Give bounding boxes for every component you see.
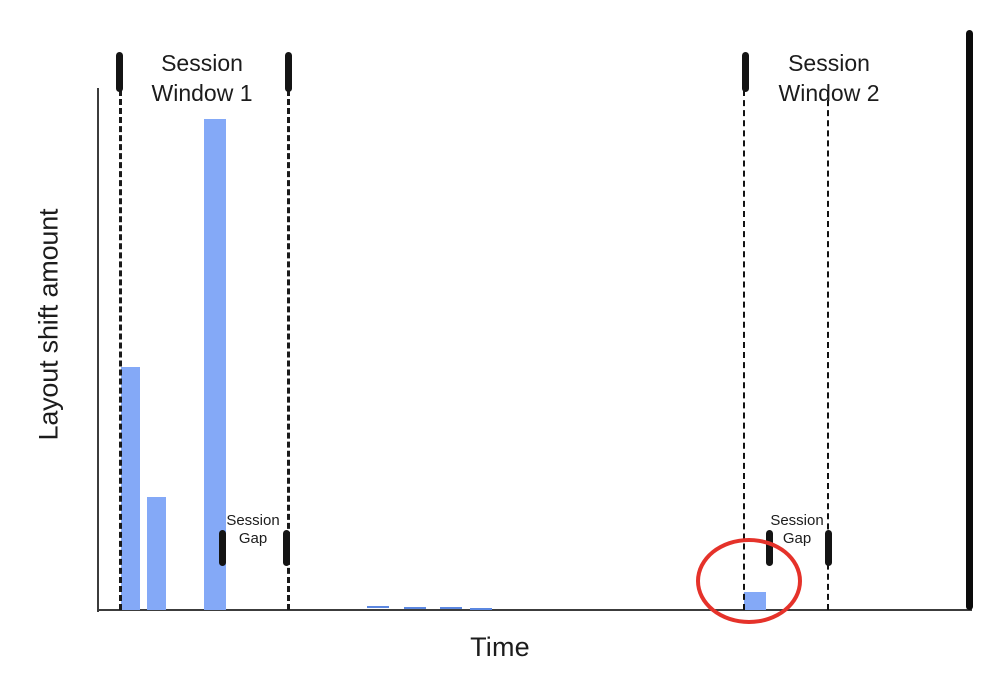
session-gap-1-right-cap xyxy=(283,530,290,566)
session-gap-2-right-cap xyxy=(825,530,832,566)
session-window-1-end-dashed-line xyxy=(287,90,290,610)
x-axis-label: Time xyxy=(470,632,530,662)
bar-t5 xyxy=(404,607,426,609)
x-axis-line xyxy=(97,609,972,611)
session-window-1-end-cap xyxy=(285,52,292,92)
session-window-2-end-dashed-line xyxy=(827,90,829,610)
bar-t7 xyxy=(470,608,492,610)
bar-t6 xyxy=(440,607,462,609)
session-window-1-label: Session Window 1 xyxy=(151,50,253,106)
session-window-2-start-cap xyxy=(742,52,749,92)
session-window-1-start-cap xyxy=(116,52,123,92)
session-window-1-start-dashed-line xyxy=(119,90,122,610)
session-gap-2-label: Session Gap xyxy=(770,512,824,547)
session-gap-1-left-cap xyxy=(219,530,226,566)
y-axis-line xyxy=(97,88,99,612)
bar-t1 xyxy=(121,367,140,610)
session-window-2-start-dashed-line xyxy=(743,90,745,610)
highlight-ellipse-icon xyxy=(696,538,802,624)
session-gap-1-label: Session Gap xyxy=(226,512,280,547)
session-window-2-label: Session Window 2 xyxy=(778,50,880,106)
bar-t2 xyxy=(147,497,166,610)
y-axis-label: Layout shift amount xyxy=(33,208,64,441)
bar-t4 xyxy=(367,606,389,608)
timeline-right-boundary xyxy=(966,30,973,610)
bar-t3 xyxy=(204,119,226,610)
